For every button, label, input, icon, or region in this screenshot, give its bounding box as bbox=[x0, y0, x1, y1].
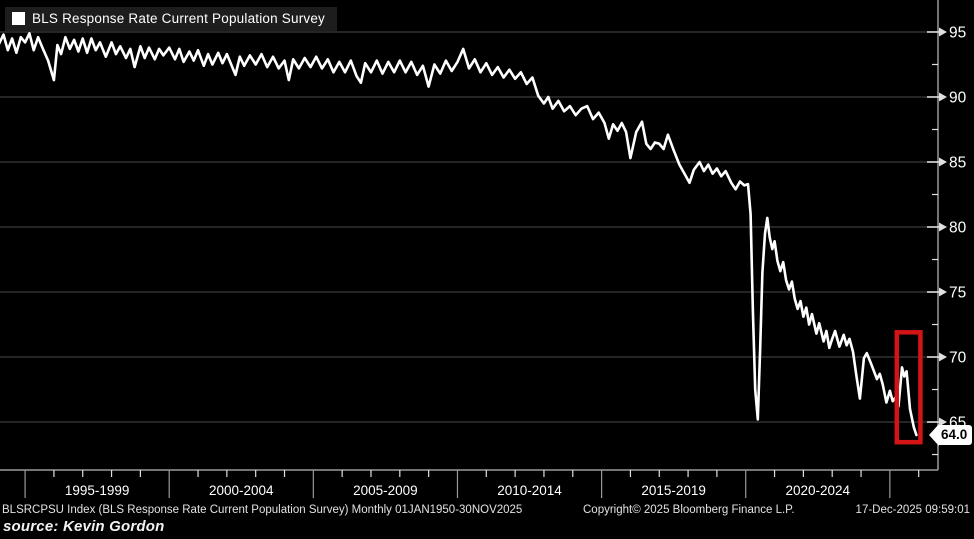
highlight-box bbox=[894, 330, 923, 445]
y-tick-arrow-icon bbox=[939, 157, 947, 167]
y-tick-label: 80 bbox=[949, 220, 967, 237]
badge-value: 64.0 bbox=[939, 425, 973, 445]
y-tick-label: 85 bbox=[949, 154, 966, 171]
ticker-description: BLSRCPSU Index (BLS Response Rate Curren… bbox=[2, 504, 523, 516]
x-group-label: 2015-2019 bbox=[641, 483, 706, 498]
y-tick-label: 95 bbox=[949, 24, 966, 41]
y-tick-arrow-icon bbox=[939, 417, 947, 427]
footer-row: BLSRCPSU Index (BLS Response Rate Curren… bbox=[0, 503, 974, 519]
source-attribution: source: Kevin Gordon bbox=[3, 518, 165, 535]
y-tick-arrow-icon bbox=[939, 352, 947, 362]
x-group-label: 2005-2009 bbox=[353, 483, 418, 498]
y-tick-arrow-icon bbox=[939, 27, 947, 37]
x-group-label: 2000-2004 bbox=[209, 483, 274, 498]
badge-arrow-icon bbox=[929, 424, 939, 447]
x-group-label: 1995-1999 bbox=[65, 483, 130, 498]
y-tick-label: 75 bbox=[949, 285, 966, 302]
y-tick-label: 90 bbox=[949, 89, 967, 106]
x-group-label: 2010-2014 bbox=[497, 483, 562, 498]
y-tick-arrow-icon bbox=[939, 287, 947, 297]
timestamp-text: 17-Dec-2025 09:59:01 bbox=[855, 504, 970, 516]
legend-swatch-icon bbox=[12, 12, 25, 25]
last-value-badge: 64.0 bbox=[929, 424, 973, 447]
response-rate-line bbox=[0, 31, 918, 437]
copyright-text: Copyright© 2025 Bloomberg Finance L.P. bbox=[583, 504, 795, 516]
x-group-label: 2020-2024 bbox=[786, 483, 851, 498]
y-tick-arrow-icon bbox=[939, 222, 947, 232]
y-tick-arrow-icon bbox=[939, 92, 947, 102]
legend: BLS Response Rate Current Population Sur… bbox=[5, 7, 338, 31]
legend-label: BLS Response Rate Current Population Sur… bbox=[32, 11, 326, 26]
y-tick-label: 70 bbox=[949, 350, 967, 367]
